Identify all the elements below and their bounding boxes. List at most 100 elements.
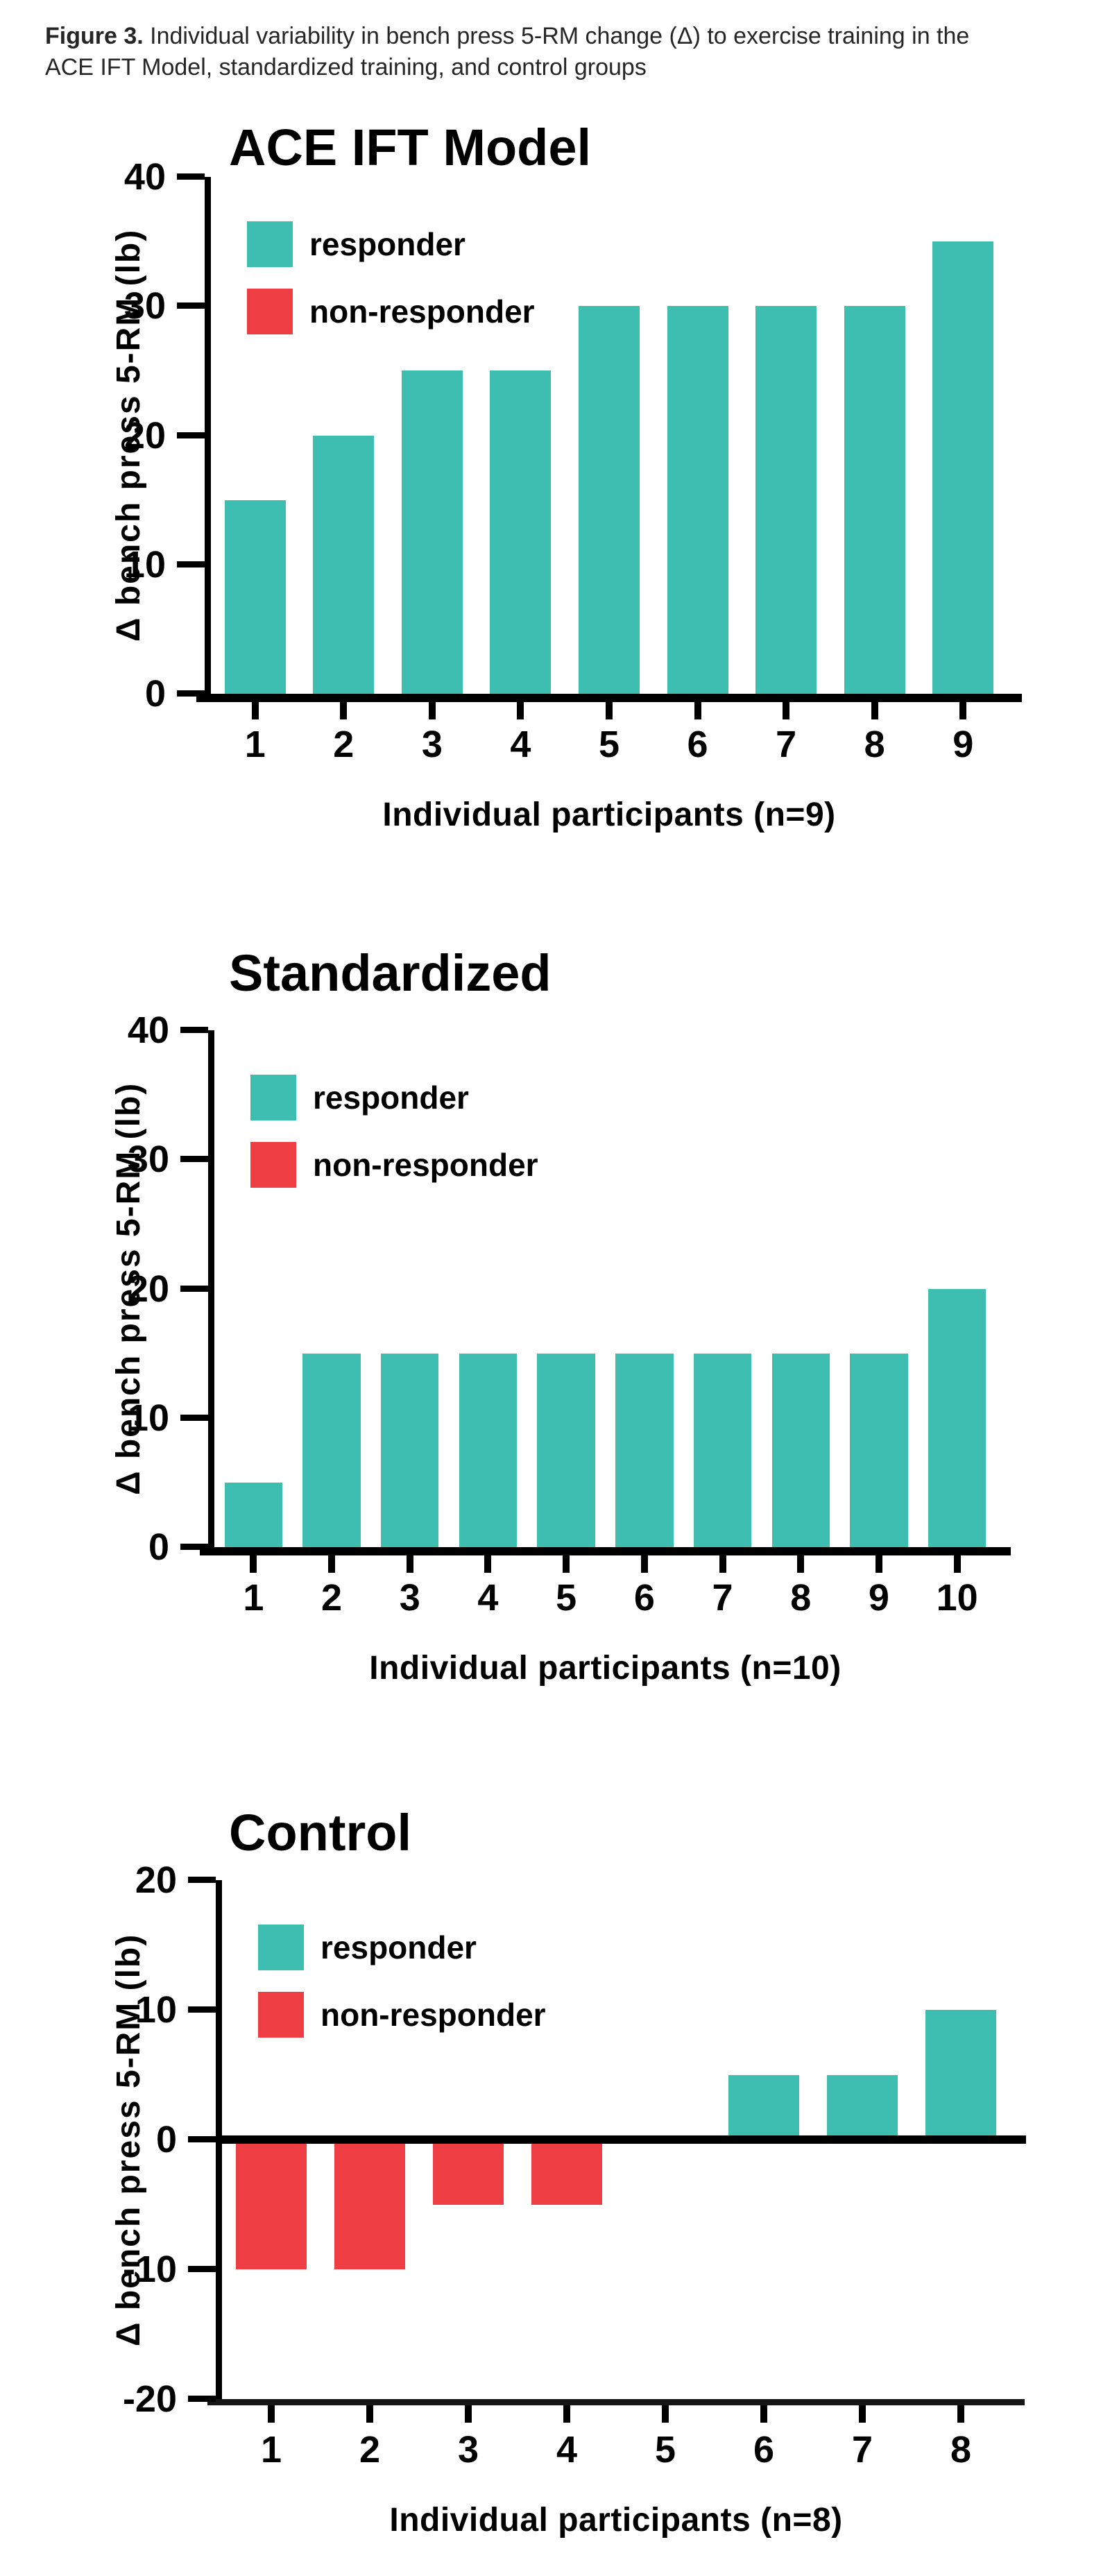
zero-line [216,2135,1026,2144]
x-axis-line [200,1547,1011,1555]
x-tick-label: 6 [633,1577,655,1619]
bar-participant-6 [728,2074,800,2140]
y-tick-label: 10 [123,543,166,586]
legend-responder-swatch [250,1075,296,1120]
x-tick-label: 3 [457,2429,479,2471]
x-tick-label: 4 [477,1577,499,1619]
figure-caption-label: Figure 3. [45,23,144,49]
bar-participant-2 [334,2140,406,2269]
x-tick-label: 7 [851,2429,873,2471]
x-tick-label: 5 [654,2429,676,2471]
chart-section-standardized: Standardized Δ bench press 5-RM (lb) 0 10… [0,944,1119,1759]
y-tick-label: 20 [123,414,166,457]
legend: responder non-responder [247,221,535,356]
x-axis-label: Individual participants (n=8) [389,2502,843,2539]
y-tick [180,1414,208,1421]
x-tick-label: 9 [868,1577,889,1619]
x-tick [428,702,436,719]
plot-area: 0 10 20 30 40 1 2 3 4 5 6 7 8 9 [0,118,1119,944]
y-tick-label: 0 [144,673,166,715]
x-tick-label: 5 [598,724,620,765]
y-tick [188,2266,216,2272]
bar-participant-1 [224,1482,283,1547]
y-tick-label: 30 [127,1138,169,1181]
y-tick-label: 10 [127,1397,169,1439]
x-tick-label: 3 [421,724,443,765]
x-tick-label: 5 [556,1577,577,1619]
bar-participant-3 [432,2140,504,2205]
y-tick-label: 40 [127,1009,169,1051]
y-tick-label: 10 [135,1989,177,2031]
legend-non-responder-swatch [250,1142,296,1188]
legend-responder-label: responder [309,226,465,262]
x-tick-label: 8 [864,724,885,765]
y-tick-label: 40 [123,156,166,198]
y-tick [188,2136,216,2142]
legend-non-responder-swatch [247,289,293,334]
y-tick [177,432,205,438]
x-tick [366,2405,373,2423]
x-tick [875,1555,882,1573]
bar-participant-9 [932,241,994,694]
x-axis-label: Individual participants (n=9) [382,796,836,833]
chart-section-control: Control Δ bench press 5-RM (lb) -20 -10 0 1… [0,1759,1119,2576]
x-tick-label: 7 [712,1577,733,1619]
figure-caption-line1: Figure 3. Individual variability in benc… [45,21,989,52]
x-tick [797,1555,805,1573]
x-tick-label: 7 [776,724,797,765]
x-tick [406,1555,413,1573]
legend: responder non-responder [258,1925,546,2059]
x-tick [640,1555,648,1573]
x-tick-label: 9 [953,724,974,765]
y-axis-line [205,177,211,702]
x-axis-line [207,2399,1025,2405]
x-tick-label: 1 [244,724,266,765]
x-tick [953,1555,961,1573]
chart-title: Standardized [229,944,552,1002]
x-tick [957,2405,964,2423]
x-tick [871,702,878,719]
bar-participant-4 [459,1353,518,1547]
x-tick-label: 6 [687,724,708,765]
y-tick-label: -20 [122,2378,177,2420]
x-tick [340,702,348,719]
bar-participant-3 [381,1353,439,1547]
legend-item-responder: responder [250,1075,538,1120]
bar-participant-8 [925,2010,997,2140]
x-tick-label: 2 [321,1577,343,1619]
x-tick [268,2405,275,2423]
bar-participant-1 [224,500,286,694]
y-tick-label: 20 [127,1268,169,1310]
y-tick [177,690,205,697]
legend-item-non-responder: non-responder [258,1992,546,2038]
bar-participant-5 [537,1353,595,1547]
y-tick-label: 30 [123,285,166,327]
y-tick-label: 20 [135,1859,177,1901]
x-tick-label: 2 [359,2429,381,2471]
y-tick [188,2006,216,2013]
x-tick [662,2405,669,2423]
bar-participant-7 [826,2074,898,2140]
legend-item-non-responder: non-responder [250,1142,538,1188]
legend-responder-swatch [247,221,293,267]
y-tick-label: 0 [148,1526,169,1568]
y-tick [180,1285,208,1292]
bar-participant-7 [693,1353,752,1547]
y-tick [188,2396,216,2402]
bar-participant-1 [235,2140,307,2269]
x-tick [517,702,524,719]
bar-participant-2 [313,435,375,694]
x-tick-label: 1 [243,1577,264,1619]
x-tick-label: 3 [399,1577,420,1619]
x-tick [859,2405,866,2423]
x-tick-label: 4 [556,2429,578,2471]
x-tick [328,1555,336,1573]
bar-participant-3 [401,370,463,694]
y-tick-label: 0 [155,2119,177,2160]
x-tick [250,1555,257,1573]
y-tick [180,1156,208,1163]
bar-participant-10 [928,1288,986,1547]
y-tick [188,1877,216,1883]
legend-non-responder-label: non-responder [313,1147,538,1183]
